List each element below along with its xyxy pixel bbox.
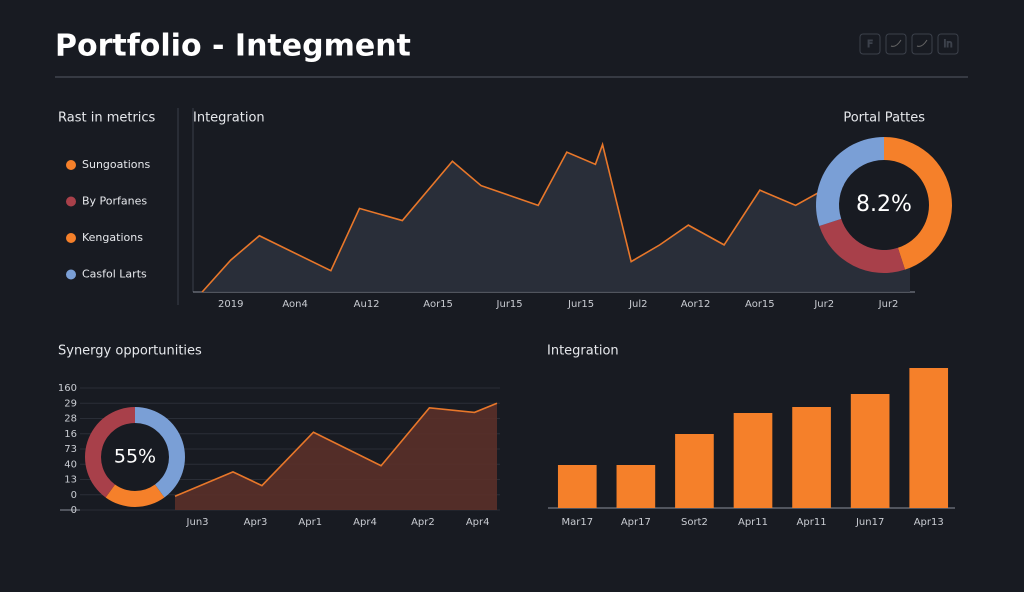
bar [792, 407, 831, 508]
y-tick-label: 13 [64, 475, 77, 486]
x-tick-label: Au12 [354, 299, 380, 310]
x-tick-label: 2019 [218, 299, 243, 310]
donut-hole [839, 160, 929, 250]
x-tick-label: Jul2 [628, 299, 647, 310]
social-label: F [867, 39, 873, 50]
bar [850, 394, 890, 508]
social-label: in [943, 39, 952, 50]
line [174, 402, 498, 498]
chart-title: Synergy opportunities [58, 344, 202, 359]
x-tick-label: Jur15 [496, 299, 523, 310]
chart-title: Portal Pattes [843, 111, 925, 126]
bar [675, 434, 714, 508]
legend-dot [66, 160, 76, 170]
donut-center-label: 8.2% [856, 192, 912, 217]
x-tick-label: Apr11 [738, 517, 768, 528]
y-tick-label: 160 [58, 383, 77, 394]
x-tick-label: Jur2 [878, 299, 899, 310]
x-tick-label: Jun17 [855, 517, 884, 528]
x-tick-label: Aon4 [282, 299, 307, 310]
donut-hole [101, 423, 169, 491]
x-tick-label: Apr4 [466, 517, 490, 528]
x-tick-label: Jur15 [567, 299, 594, 310]
x-tick-label: Aor15 [423, 299, 453, 310]
social-icon[interactable] [911, 33, 933, 55]
y-tick-label: 40 [64, 459, 77, 470]
donut-segment [105, 484, 165, 507]
bird-icon [916, 39, 928, 47]
y-tick-label: 29 [64, 398, 77, 409]
x-tick-label: Aor12 [681, 299, 711, 310]
chart-title: Integration [193, 111, 265, 126]
social-icon[interactable] [937, 33, 959, 55]
donut-segment [84, 407, 135, 498]
legend-label: Kengations [82, 231, 143, 244]
x-tick-label: Apr17 [621, 517, 651, 528]
x-tick-label: Apr3 [244, 517, 268, 528]
x-tick-label: Jun3 [186, 517, 209, 528]
y-tick-label: 0 [71, 490, 77, 501]
bar [733, 413, 773, 508]
legend-dot [66, 233, 76, 243]
x-tick-label: Aor15 [745, 299, 775, 310]
y-tick-label: 28 [64, 414, 77, 425]
donut-segment [816, 136, 884, 227]
y-tick-label: 0 [71, 505, 77, 516]
social-icon[interactable] [885, 33, 907, 55]
bar [557, 465, 597, 508]
legend-label: Sungoations [82, 158, 150, 171]
line [201, 141, 910, 293]
donut-segment [819, 218, 906, 273]
legend-label: By Porfanes [82, 195, 147, 208]
x-tick-label: Jur2 [813, 299, 834, 310]
panel-title: Rast in metrics [58, 111, 156, 126]
x-tick-label: Apr4 [353, 517, 377, 528]
legend-label: Casfol Larts [82, 268, 147, 281]
legend-dot [66, 196, 76, 207]
x-tick-label: Apr1 [298, 517, 322, 528]
donut-center-label: 55% [114, 446, 156, 468]
social-icons: F in [859, 33, 959, 55]
page-title: Portfolio - Integment [55, 29, 411, 64]
x-tick-label: Apr13 [914, 517, 944, 528]
area-fill [202, 144, 910, 292]
bar [909, 368, 949, 508]
x-tick-label: Apr2 [411, 517, 435, 528]
legend-dot [66, 269, 76, 280]
y-tick-label: 16 [64, 429, 77, 440]
x-tick-label: Sort2 [681, 517, 708, 528]
x-tick-label: Mar17 [561, 517, 593, 528]
donut-segment [884, 137, 952, 270]
social-icon[interactable] [859, 33, 881, 55]
y-tick-label: 73 [64, 444, 77, 455]
bird-icon [890, 39, 902, 47]
x-tick-label: Apr11 [797, 517, 827, 528]
bar [616, 465, 656, 508]
donut-segment [135, 407, 186, 498]
chart-title: Integration [547, 344, 619, 359]
